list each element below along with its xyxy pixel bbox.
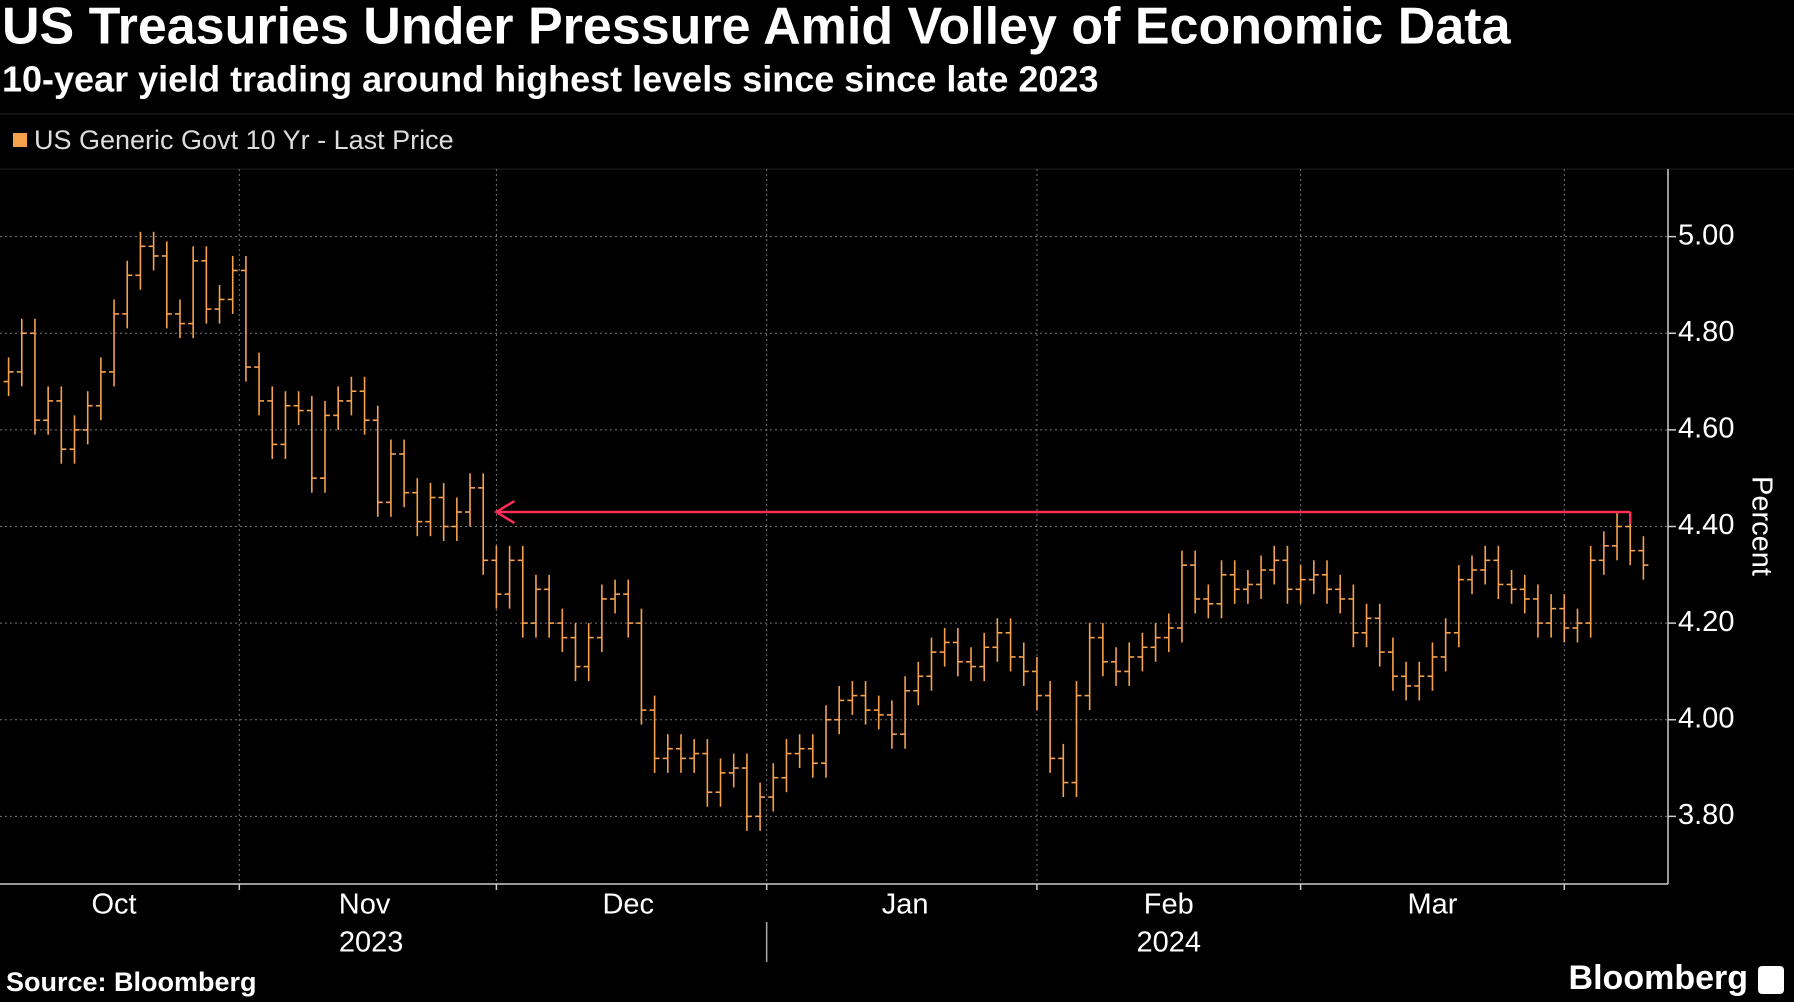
y-tick-label: 4.80 bbox=[1678, 316, 1734, 348]
year-label: 2024 bbox=[1137, 927, 1202, 959]
chart-title: US Treasuries Under Pressure Amid Volley… bbox=[2, 0, 1512, 56]
x-tick-label: Feb bbox=[1144, 889, 1194, 921]
x-tick-label: Jan bbox=[882, 889, 929, 921]
y-tick-label: 4.60 bbox=[1678, 413, 1734, 445]
y-tick-label: 3.80 bbox=[1678, 799, 1734, 831]
x-tick-label: Nov bbox=[339, 889, 391, 921]
legend-swatch bbox=[13, 133, 27, 147]
x-tick-label: Dec bbox=[602, 889, 654, 921]
arrow-head bbox=[494, 499, 516, 525]
logo-icon bbox=[1758, 966, 1784, 994]
x-tick-label: Mar bbox=[1407, 889, 1457, 921]
year-label: 2023 bbox=[339, 927, 404, 959]
y-axis-label: Percent bbox=[1745, 476, 1777, 576]
y-tick-label: 5.00 bbox=[1678, 219, 1734, 251]
legend-label: US Generic Govt 10 Yr - Last Price bbox=[34, 125, 454, 155]
y-tick-label: 4.00 bbox=[1678, 702, 1734, 734]
chart-subtitle: 10-year yield trading around highest lev… bbox=[2, 59, 1098, 100]
y-tick-label: 4.20 bbox=[1678, 606, 1734, 638]
x-tick-label: Oct bbox=[92, 889, 137, 921]
logo: Bloomberg bbox=[1569, 959, 1748, 997]
y-tick-label: 4.40 bbox=[1678, 509, 1734, 541]
source: Source: Bloomberg bbox=[6, 967, 257, 997]
